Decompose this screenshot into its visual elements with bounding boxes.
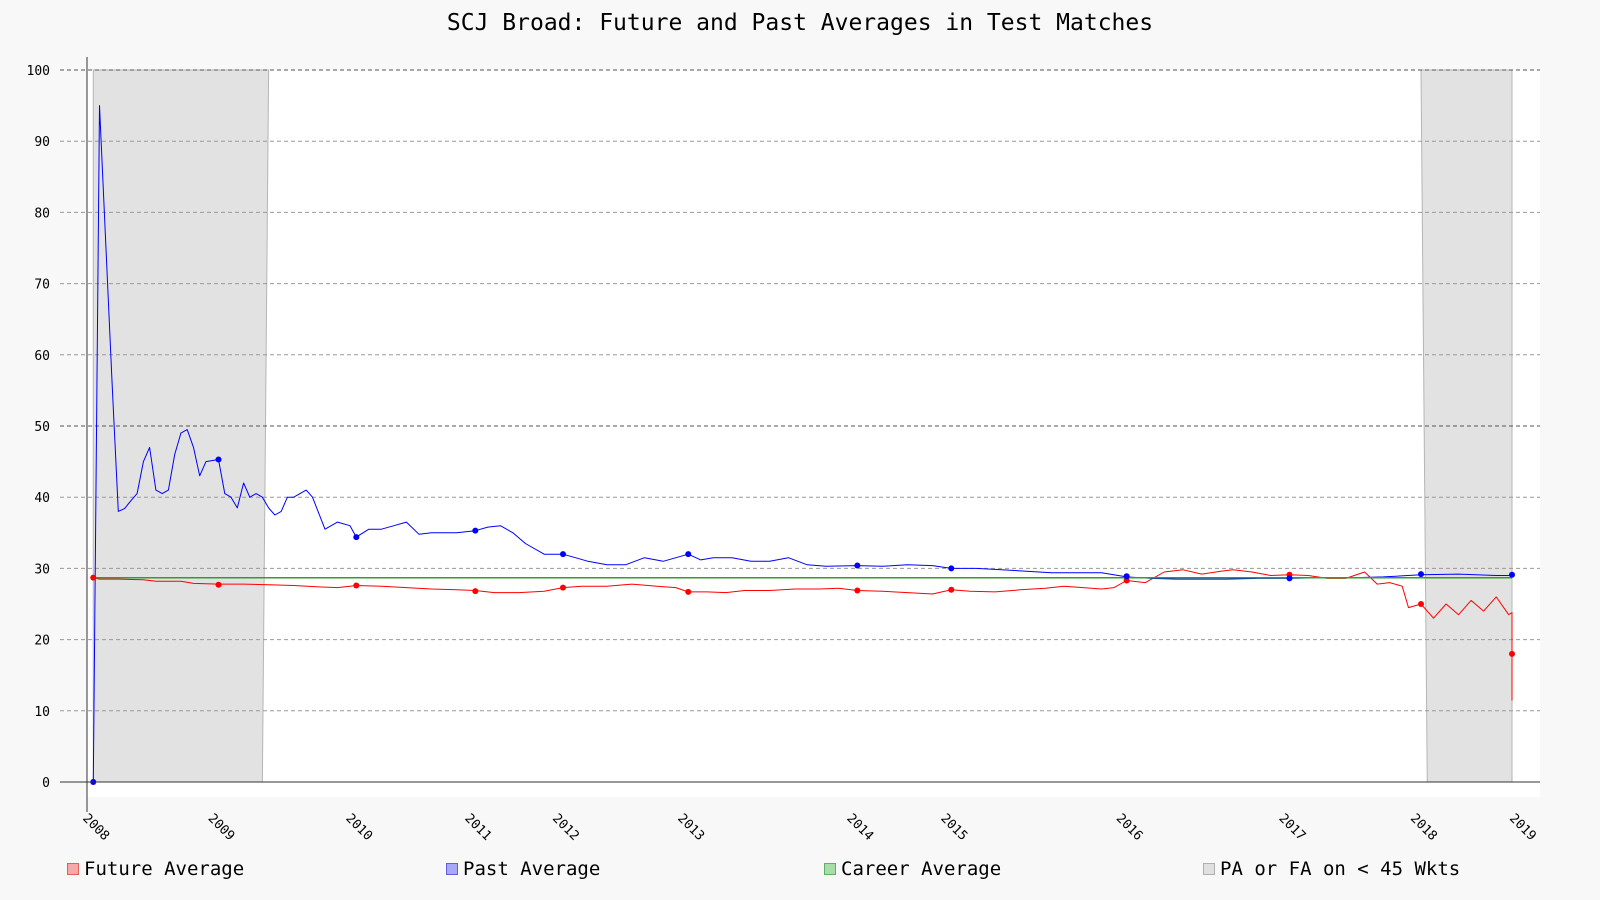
y-tick-label: 10 (34, 705, 50, 720)
future-average-marker (854, 587, 861, 594)
x-tick-label: 2008 (79, 811, 112, 844)
future-average-marker (1418, 601, 1425, 607)
future-average-marker (90, 574, 97, 581)
y-tick-label: 40 (34, 491, 50, 506)
x-tick-label: 2018 (1407, 811, 1440, 844)
chart-title: SCJ Broad: Future and Past Averages in T… (446, 10, 1154, 36)
y-tick-label: 50 (34, 420, 50, 435)
plot-background (87, 70, 1540, 797)
x-tick-label: 2010 (342, 811, 375, 844)
y-tick-label: 80 (34, 206, 50, 221)
y-tick-label: 20 (34, 634, 50, 649)
past-average-marker (948, 565, 955, 572)
x-tick-label: 2011 (461, 811, 494, 844)
y-tick-label: 0 (42, 776, 50, 791)
past-average-marker (854, 562, 861, 569)
x-tick-label: 2015 (937, 811, 970, 844)
future-average-marker (472, 588, 479, 595)
x-tick-label: 2019 (1506, 811, 1539, 844)
future-average-marker (559, 584, 566, 591)
x-tick-label: 2012 (549, 811, 582, 844)
x-tick-label: 2013 (674, 811, 707, 844)
y-tick-labels: 0 10 20 30 40 50 60 70 80 90 100 (27, 64, 50, 791)
y-tick-label: 100 (27, 64, 50, 79)
legend-item-past-average: Past Average (446, 858, 600, 880)
y-tick-label: 70 (34, 278, 50, 293)
past-average-marker (685, 551, 692, 558)
future-average-marker (1509, 650, 1515, 657)
future-average-marker (215, 581, 222, 588)
past-average-marker (215, 456, 222, 463)
past-average-marker (472, 527, 479, 534)
x-tick-label: 2017 (1276, 811, 1309, 844)
future-average-marker (353, 582, 360, 589)
future-average-swatch (67, 863, 79, 875)
past-average-marker (1418, 571, 1425, 578)
legend-label: PA or FA on < 45 Wkts (1220, 858, 1461, 880)
past-average-marker (1509, 571, 1515, 578)
future-average-marker (685, 588, 692, 595)
legend-label: Past Average (463, 858, 601, 880)
y-tick-label: 60 (34, 349, 50, 364)
y-tick-label: 90 (34, 135, 50, 150)
short-sample-swatch (1203, 863, 1215, 875)
x-tick-label: 2014 (843, 811, 876, 844)
past-average-swatch (446, 863, 458, 875)
grid-lines (60, 69, 1540, 712)
past-average-marker (1123, 573, 1130, 580)
past-average-marker (1286, 575, 1293, 582)
axes (60, 57, 1540, 812)
x-tick-label: 2016 (1113, 811, 1146, 844)
past-average-line (92, 105, 1513, 783)
x-tick-labels: 2008 2009 2010 2011 2012 2013 2014 2015 2016 2017… (79, 811, 1538, 844)
legend-label: Future Average (84, 858, 245, 880)
series-markers (90, 456, 1515, 785)
future-average-marker (948, 586, 955, 593)
legend-item-career-average: Career Average (824, 858, 1001, 880)
past-average-marker (353, 534, 360, 541)
past-average-marker (559, 551, 566, 558)
career-average-swatch (824, 863, 836, 875)
legend-item-future-average: Future Average (67, 858, 244, 880)
x-tick-label: 2009 (205, 811, 238, 844)
legend: Future Average Past Average Career Avera… (0, 858, 1600, 886)
legend-label: Career Average (841, 858, 1002, 880)
legend-item-short-sample: PA or FA on < 45 Wkts (1203, 858, 1460, 880)
future-average-marker (1123, 577, 1130, 584)
y-tick-label: 30 (34, 562, 50, 577)
